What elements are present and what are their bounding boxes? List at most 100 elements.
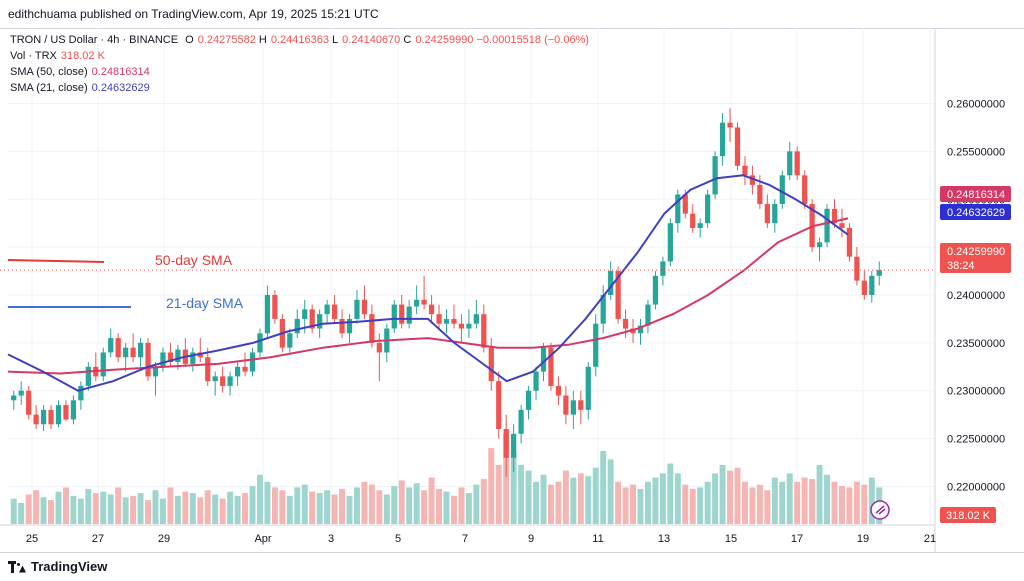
symbol-name[interactable]: TRON / US Dollar · 4h · BINANCE — [10, 34, 179, 46]
volume-bar — [518, 464, 525, 524]
price-tick: 0.22000000 — [947, 481, 1005, 493]
candle-body — [100, 352, 106, 377]
time-tick: 27 — [92, 533, 104, 545]
candle-body — [63, 405, 69, 420]
legend-volume-row[interactable]: Vol · TRX 318.02 K — [10, 48, 589, 64]
candle-body — [615, 271, 621, 319]
candle-body — [682, 194, 688, 214]
volume-bar — [391, 486, 398, 524]
volume-bar — [547, 484, 554, 524]
candle-body — [496, 381, 502, 430]
volume-bar — [607, 459, 614, 524]
volume-bar — [167, 487, 174, 524]
volume-bar — [764, 490, 771, 524]
low-label: L — [332, 34, 339, 46]
candle-body — [406, 306, 412, 324]
close-value: 0.24259990 — [415, 34, 474, 46]
volume-bar — [219, 498, 226, 524]
time-tick: 15 — [725, 533, 737, 545]
candle-body — [205, 357, 211, 382]
volume-bar — [339, 488, 346, 524]
alert-icon[interactable] — [870, 500, 890, 520]
volume-bar — [77, 498, 84, 524]
volume-value: 318.02 K — [60, 50, 105, 62]
volume-bar — [719, 464, 726, 524]
legend-sma50-row[interactable]: SMA (50, close) 0.24816314 — [10, 64, 589, 80]
volume-bar — [689, 488, 696, 524]
volume-bar — [697, 487, 704, 524]
sma50-annotation: 50-day SMA — [155, 252, 233, 268]
sma50-value: 0.24816314 — [91, 66, 150, 78]
volume-bar — [361, 481, 368, 524]
candle-body — [652, 275, 659, 305]
volume-bar — [831, 481, 838, 524]
candle-body — [331, 304, 338, 319]
volume-bar — [577, 473, 584, 524]
time-tick: 3 — [328, 533, 334, 545]
candle-body — [503, 429, 509, 458]
sma21-line — [7, 174, 849, 392]
candle-body — [26, 390, 32, 415]
candle-body — [630, 328, 636, 334]
candle-body — [675, 194, 681, 224]
legend-sma21-row[interactable]: SMA (21, close) 0.24632629 — [10, 80, 589, 96]
sma21-badge: 0.24632629 — [940, 204, 1011, 220]
volume-bar — [510, 450, 517, 524]
candle-body — [369, 314, 375, 343]
candle-body — [123, 347, 129, 358]
volume-bar — [473, 484, 480, 524]
volume-bar — [809, 479, 816, 524]
candle-body — [130, 347, 136, 358]
volume-bar — [779, 481, 786, 524]
candle-body — [436, 314, 442, 324]
volume-bar — [55, 491, 62, 524]
volume-bar — [458, 487, 465, 524]
volume-bar — [48, 500, 55, 524]
chart-legend: TRON / US Dollar · 4h · BINANCE O 0.24275… — [10, 32, 589, 96]
candle-body — [525, 390, 532, 410]
price-tick: 0.22500000 — [947, 434, 1005, 446]
volume-bar — [465, 493, 472, 524]
volume-bar — [197, 497, 204, 524]
volume-bar — [436, 488, 443, 524]
volume-bar — [182, 491, 189, 524]
candle-body — [346, 318, 353, 334]
candle-body — [220, 376, 226, 386]
volume-bar — [174, 495, 181, 524]
price-tick: 0.26000000 — [947, 99, 1005, 111]
chart-frame[interactable] — [0, 28, 1024, 553]
candle-body — [272, 295, 278, 319]
candle-body — [227, 376, 233, 386]
volume-bar — [256, 474, 263, 524]
candle-body — [317, 314, 323, 329]
volume-bar — [749, 487, 756, 524]
sma21-label: SMA (21, close) — [10, 82, 88, 94]
candle-body — [578, 400, 584, 410]
candle-body — [734, 127, 741, 166]
volume-bar — [525, 470, 532, 524]
candle-body — [794, 151, 800, 176]
volume-bar — [145, 500, 152, 524]
volume-bar — [861, 484, 868, 524]
volume-bar — [480, 479, 487, 524]
price-chart[interactable]: 50-day SMA 21-day SMA 0.26000000 0.255000… — [0, 28, 1024, 553]
sma21-annotation: 21-day SMA — [166, 295, 244, 311]
candle-body — [294, 318, 300, 334]
sma21-badge-text: 0.24632629 — [947, 207, 1005, 219]
candle-body — [637, 325, 644, 334]
price-tick: 0.23500000 — [947, 338, 1005, 350]
volume-bar — [249, 486, 256, 524]
candle-body — [712, 156, 718, 195]
volume-bar — [309, 491, 316, 524]
candle-body — [846, 227, 853, 257]
time-tick: 17 — [791, 533, 803, 545]
candle-body — [779, 175, 785, 205]
time-tick: 25 — [26, 533, 38, 545]
volume-bar — [712, 473, 719, 524]
candle-body — [473, 314, 479, 324]
candle-body — [705, 194, 711, 224]
tradingview-logo[interactable]: TradingView — [8, 559, 107, 574]
volume-bar — [801, 477, 808, 524]
grid-lines — [8, 28, 935, 525]
price-axis: 0.260000000.255000000.250000000.24500000… — [0, 28, 1005, 553]
